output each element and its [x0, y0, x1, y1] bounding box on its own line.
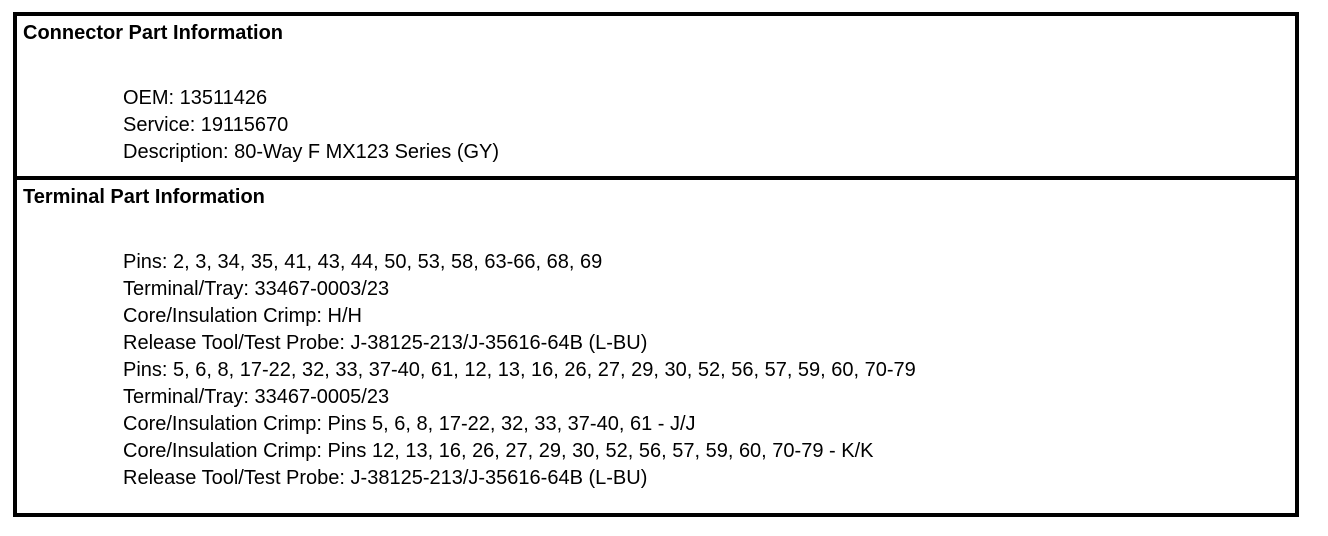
core-insulation-crimp-line: Core/Insulation Crimp: Pins 5, 6, 8, 17-… [123, 413, 696, 435]
core-insulation-crimp-line: Core/Insulation Crimp: H/H [123, 305, 362, 327]
release-tool-test-probe-line: Release Tool/Test Probe: J-38125-213/J-3… [123, 332, 648, 354]
service-line: Service: 19115670 [123, 114, 289, 136]
terminal-section-title: Terminal Part Information [23, 186, 265, 208]
part-information-panel: Connector Part Information OEM: 13511426… [13, 12, 1299, 517]
connector-detail-lines: OEM: 13511426 Service: 19115670 Descript… [123, 85, 1287, 166]
oem-line: OEM: 13511426 [123, 87, 268, 109]
terminal-part-information-section: Terminal Part Information Pins: 2, 3, 34… [17, 180, 1295, 513]
pins-line: Pins: 2, 3, 34, 35, 41, 43, 44, 50, 53, … [123, 251, 603, 273]
description-line: Description: 80-Way F MX123 Series (GY) [123, 141, 500, 163]
release-tool-test-probe-line: Release Tool/Test Probe: J-38125-213/J-3… [123, 467, 648, 489]
connector-part-information-section: Connector Part Information OEM: 13511426… [17, 16, 1295, 180]
pins-line: Pins: 5, 6, 8, 17-22, 32, 33, 37-40, 61,… [123, 359, 916, 381]
core-insulation-crimp-line: Core/Insulation Crimp: Pins 12, 13, 16, … [123, 440, 874, 462]
terminal-tray-line: Terminal/Tray: 33467-0003/23 [123, 278, 390, 300]
connector-section-title: Connector Part Information [23, 22, 284, 44]
terminal-tray-line: Terminal/Tray: 33467-0005/23 [123, 386, 390, 408]
terminal-detail-lines: Pins: 2, 3, 34, 35, 41, 43, 44, 50, 53, … [123, 249, 1287, 492]
